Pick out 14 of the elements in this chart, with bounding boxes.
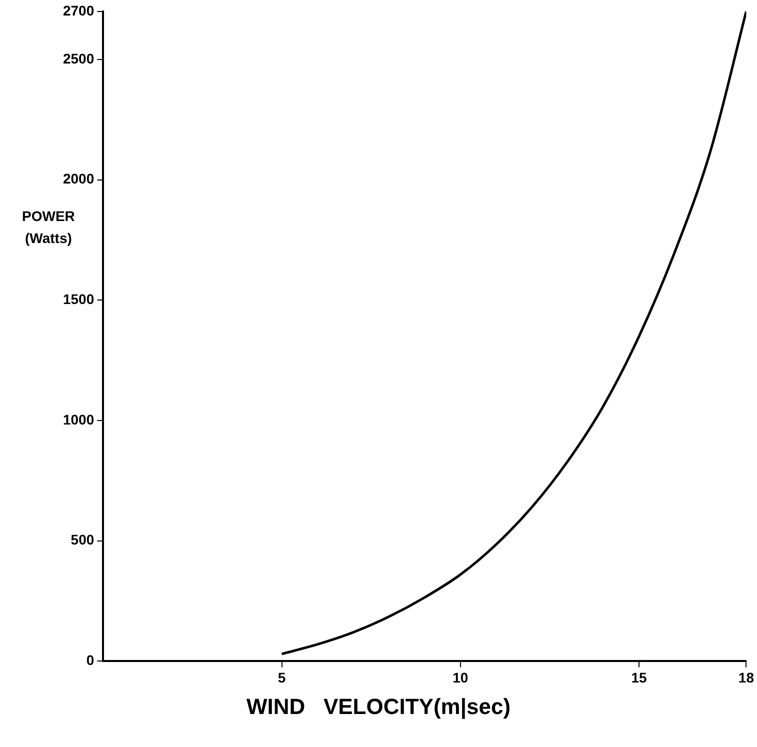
x-tick-label: 15 [631,669,648,686]
y-tick-label: 1500 [62,291,94,308]
y-tick-label: 2500 [62,50,94,66]
y-tick-label: 0 [86,652,94,668]
x-tick-label: 5 [278,669,286,686]
y-tick-label: 1000 [62,411,94,428]
y-axis-title: POWER (Watts) [22,207,75,248]
y-tick-label: 2000 [62,170,94,187]
x-tick-label: 10 [452,669,468,686]
y-tick-label: 2700 [62,2,94,18]
x-axis-title: WIND VELOCITY(m|sec) [245,694,512,720]
x-tick-label: 18 [738,669,754,686]
line-series [280,11,746,656]
y-tick-label: 500 [70,532,94,548]
